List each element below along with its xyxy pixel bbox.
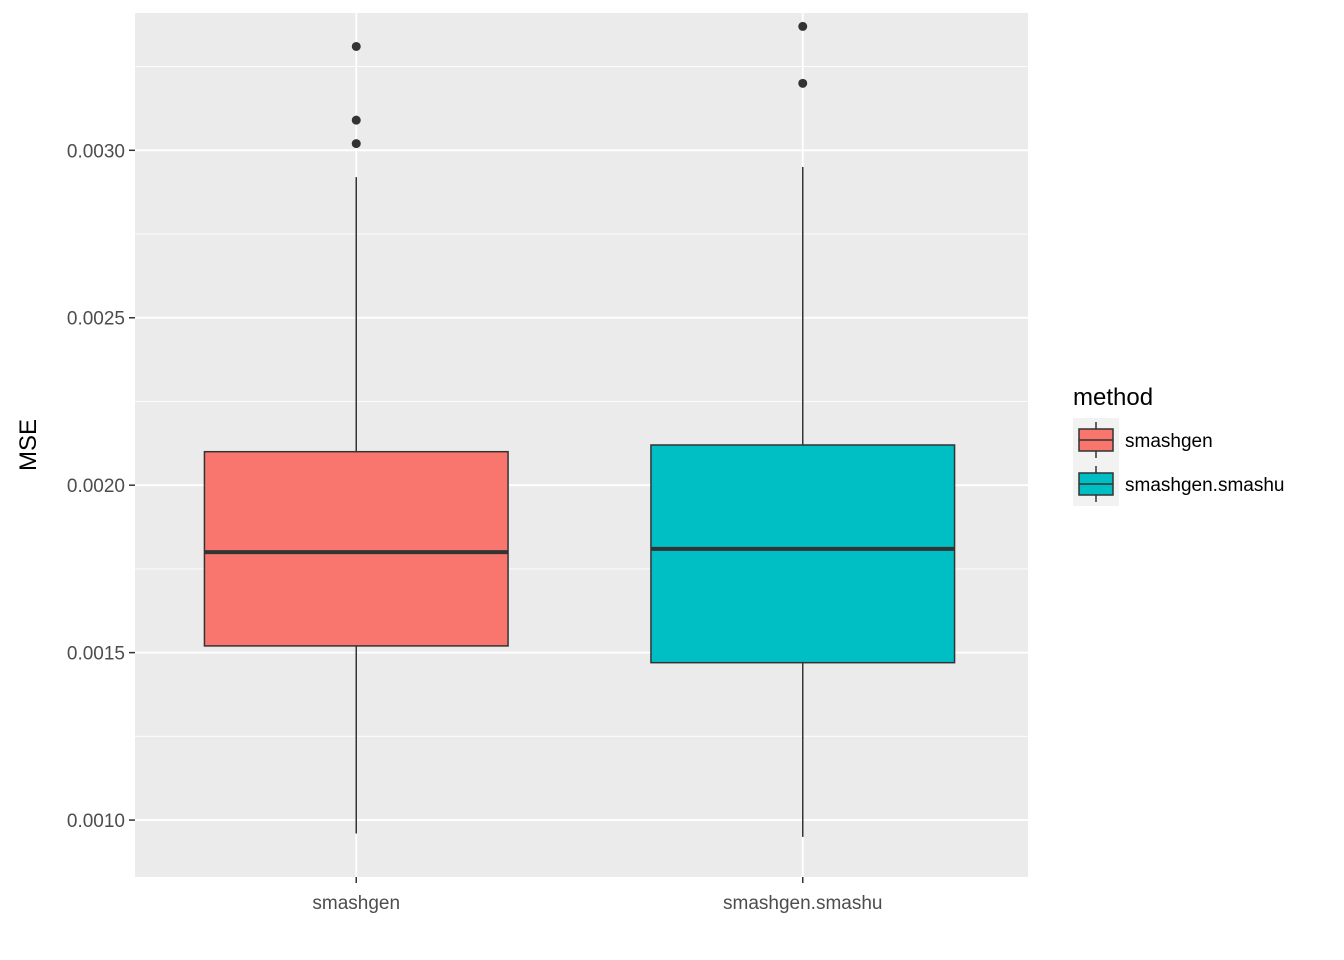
x-tick-label: smashgen.smashu [723, 893, 882, 914]
y-tick-label: 0.0020 [67, 476, 125, 497]
outlier-point [351, 115, 361, 125]
y-axis-title: MSE [15, 419, 42, 471]
y-axis-ticks: 0.0010 0.0015 0.0020 0.0025 0.0030 [67, 141, 135, 832]
outlier-point [351, 41, 361, 51]
y-tick-label: 0.0010 [67, 811, 125, 832]
legend: method smashgen smashgen.smashu [1073, 384, 1284, 506]
box-smashgen.smashu [650, 444, 956, 664]
outlier-point [798, 78, 808, 88]
y-tick-label: 0.0015 [67, 644, 125, 665]
box-smashgen [203, 450, 509, 647]
y-tick-label: 0.0025 [67, 309, 125, 330]
x-tick-label: smashgen [312, 893, 400, 914]
legend-label: smashgen.smashu [1125, 475, 1284, 496]
outlier-point [351, 139, 361, 149]
boxplots [203, 21, 956, 837]
y-tick-label: 0.0030 [67, 141, 125, 162]
x-axis-ticks: smashgen smashgen.smashu [312, 877, 882, 914]
outlier-point [798, 21, 808, 31]
legend-label: smashgen [1125, 431, 1213, 452]
legend-title: method [1073, 384, 1153, 411]
